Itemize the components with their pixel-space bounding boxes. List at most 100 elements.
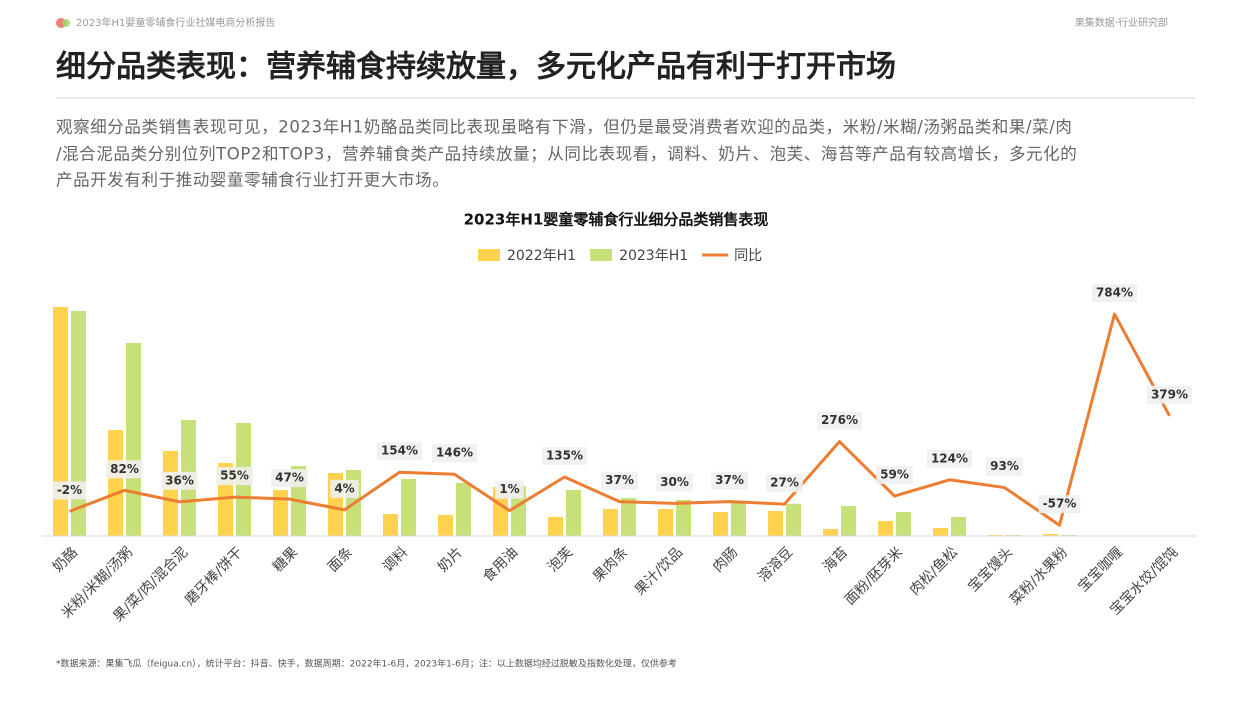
- value-label: 82%: [110, 462, 139, 476]
- x-tick-label: 宝宝咖喱: [1075, 544, 1126, 595]
- x-tick-label: 溶溶豆: [755, 544, 796, 585]
- bar: [933, 528, 948, 536]
- value-label: 784%: [1096, 286, 1133, 300]
- bar: [108, 430, 123, 536]
- value-label-bg: [376, 442, 423, 461]
- value-label-group: 37%: [711, 471, 748, 490]
- x-tick-label: 磨牙棒/饼干: [182, 544, 246, 608]
- x-tick-label: 菜粉/水果粉: [1007, 544, 1071, 608]
- bar: [548, 517, 563, 536]
- value-label-group: 36%: [161, 471, 198, 490]
- x-tick-label: 果肉条: [589, 544, 631, 586]
- value-label-group: 4%: [330, 479, 359, 498]
- value-label: 37%: [605, 473, 634, 487]
- x-tick-label: 面条: [324, 544, 356, 576]
- value-label-bg: [926, 449, 973, 468]
- x-tick-label: 面粉/胚芽米: [842, 544, 906, 608]
- bar: [493, 487, 508, 536]
- value-label: 27%: [770, 476, 799, 490]
- value-label: 59%: [880, 468, 909, 482]
- bar: [71, 311, 86, 536]
- value-label: 154%: [381, 444, 418, 458]
- bar: [456, 483, 471, 536]
- value-label: 135%: [546, 449, 583, 463]
- bar: [823, 529, 838, 536]
- value-label-bg: [161, 471, 198, 490]
- value-label-bg: [216, 467, 253, 486]
- bar: [731, 502, 746, 536]
- legend-label: 2023年H1: [619, 248, 688, 264]
- value-label-group: 55%: [216, 467, 253, 486]
- value-label-bg: [431, 444, 478, 463]
- bar: [163, 451, 178, 536]
- chart-title: 2023年H1婴童零辅食行业细分品类销售表现: [464, 211, 769, 229]
- footnote: *数据来源：果集飞瓜（feigua.cn），统计平台：抖音、快手，数据周期：20…: [56, 658, 677, 670]
- bar: [878, 521, 893, 536]
- bar: [126, 343, 141, 536]
- legend-swatch: [478, 249, 500, 261]
- logo: [62, 19, 70, 27]
- legend-label: 2022年H1: [507, 248, 576, 264]
- value-label: 379%: [1151, 387, 1188, 401]
- bar: [621, 498, 636, 536]
- x-tick-label: 宝宝馒头: [965, 544, 1016, 595]
- legend-label: 同比: [734, 248, 762, 264]
- bar: [768, 511, 783, 536]
- value-label-bg: [106, 460, 143, 479]
- value-label-group: 30%: [656, 473, 693, 492]
- bar: [438, 515, 453, 536]
- description: /混合泥品类分别位列TOP2和TOP3，营养辅食类产品持续放量；从同比表现看，调…: [56, 145, 1077, 164]
- value-label: 55%: [220, 469, 249, 483]
- value-label: 47%: [275, 471, 304, 485]
- value-label-group: 27%: [766, 474, 803, 493]
- value-label-group: 276%: [816, 411, 863, 430]
- value-label-bg: [52, 481, 87, 500]
- bar: [383, 514, 398, 536]
- x-tick-label: 食用油: [479, 544, 521, 586]
- value-label-group: 379%: [1146, 385, 1193, 404]
- x-tick-label: 泡芙: [544, 544, 576, 576]
- page-title: 细分品类表现：营养辅食持续放量，多元化产品有利于打开市场: [56, 50, 896, 85]
- x-tick-label: 奶片: [435, 544, 466, 575]
- value-label-bg: [1091, 284, 1138, 303]
- description: 产品开发有利于推动婴童零辅食行业打开更大市场。: [56, 171, 449, 190]
- bar: [841, 506, 856, 536]
- value-label-group: 82%: [106, 460, 143, 479]
- value-label: 124%: [931, 451, 968, 465]
- value-label-bg: [711, 471, 748, 490]
- department: 果集数据·行业研究部: [1075, 16, 1168, 29]
- x-tick-label: 糖果: [270, 544, 301, 575]
- x-tick-label: 果汁/饮品: [632, 544, 686, 598]
- value-label-bg: [330, 479, 359, 498]
- value-label-group: -57%: [1038, 495, 1081, 514]
- value-label-bg: [816, 411, 863, 430]
- x-tick-label: 肉松/鱼松: [906, 544, 961, 599]
- x-tick-label: 奶酪: [50, 544, 81, 575]
- legend-swatch: [590, 249, 613, 261]
- value-label-group: -2%: [52, 481, 87, 500]
- bar: [786, 504, 801, 536]
- bar: [658, 509, 673, 536]
- value-label-bg: [495, 480, 524, 499]
- bar: [1043, 534, 1058, 536]
- bar: [713, 512, 728, 536]
- x-tick-label: 海苔: [819, 544, 851, 576]
- value-label: -57%: [1043, 497, 1077, 511]
- value-label-group: 93%: [986, 457, 1023, 476]
- value-label-bg: [541, 447, 588, 466]
- value-label: 276%: [821, 413, 858, 427]
- value-label-group: 135%: [541, 447, 588, 466]
- value-label-bg: [876, 466, 913, 485]
- value-label-group: 37%: [601, 471, 638, 490]
- bar: [896, 512, 911, 536]
- value-label: 4%: [334, 481, 354, 495]
- value-label-group: 1%: [495, 480, 524, 499]
- x-tick-label: 调料: [380, 544, 411, 575]
- value-label-bg: [601, 471, 638, 490]
- bar: [676, 500, 691, 536]
- x-tick-label: 肉肠: [710, 544, 741, 575]
- value-label-bg: [766, 474, 803, 493]
- value-label-group: 124%: [926, 449, 973, 468]
- bar: [273, 490, 288, 536]
- value-label: 146%: [436, 446, 473, 460]
